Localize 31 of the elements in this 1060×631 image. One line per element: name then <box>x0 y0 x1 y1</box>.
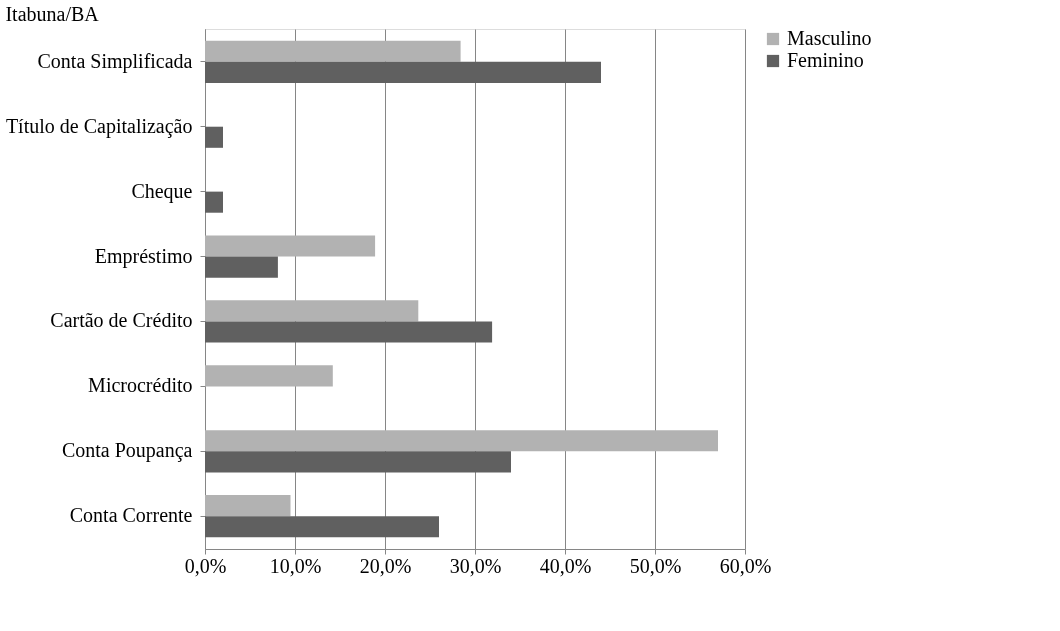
x-tick-label: 60,0% <box>719 554 772 577</box>
bar <box>205 516 439 538</box>
x-tick-label: 30,0% <box>449 554 502 577</box>
bar <box>205 321 493 343</box>
y-tick-label: Empréstimo <box>94 244 193 268</box>
y-tick-label: Microcrédito <box>88 374 193 397</box>
bar <box>205 365 333 387</box>
x-tick-label: 10,0% <box>269 554 322 577</box>
y-tick-label: Conta Simplificada <box>37 49 193 73</box>
y-tick-label: Cartão de Crédito <box>50 309 193 332</box>
y-tick-label: Título de Capitalização <box>5 114 193 138</box>
x-tick-label: 20,0% <box>359 554 412 577</box>
y-tick-label: Cheque <box>131 179 193 203</box>
y-tick-label: Conta Poupança <box>61 439 193 463</box>
bar <box>205 300 419 322</box>
bar <box>205 191 223 213</box>
bar <box>205 495 291 517</box>
bar <box>205 430 718 452</box>
bar <box>205 256 278 278</box>
x-tick-label: 50,0% <box>629 554 682 577</box>
x-tick-label: 0,0% <box>184 554 227 577</box>
y-tick-label: Conta Corrente <box>69 504 193 527</box>
bar <box>205 40 461 62</box>
x-tick-label: 40,0% <box>539 554 592 577</box>
bar <box>205 451 511 473</box>
bar <box>205 126 223 148</box>
bar <box>205 235 376 257</box>
bar <box>205 61 601 83</box>
legend-label: Masculino <box>787 27 872 49</box>
chart-title: Itabuna/BA <box>5 3 100 25</box>
legend-label: Feminino <box>787 49 864 71</box>
